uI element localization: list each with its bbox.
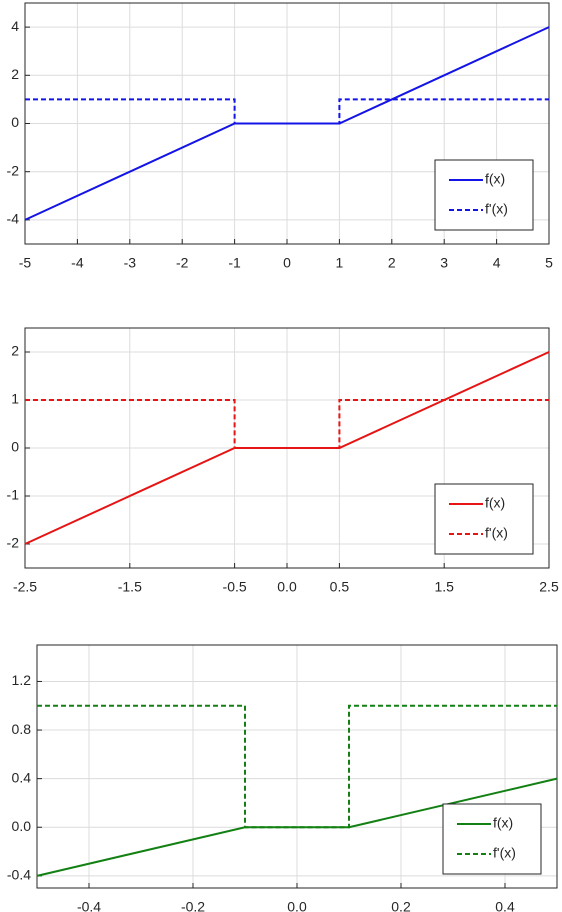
legend-label: f'(x)	[485, 201, 508, 217]
x-tick-label: -0.2	[181, 899, 205, 912]
y-tick-label: -4	[7, 211, 20, 227]
legend-label: f(x)	[485, 171, 505, 187]
legend-box	[434, 159, 534, 231]
y-tick-label: -0.4	[7, 867, 31, 883]
x-tick-label: -2	[176, 255, 189, 271]
legend-label: f'(x)	[493, 845, 516, 861]
y-tick-label: 0.4	[12, 769, 32, 785]
axes-box	[24, 327, 550, 569]
legend-label: f'(x)	[485, 525, 508, 541]
y-tick-label: 0.0	[12, 818, 32, 834]
series-line	[36, 777, 558, 877]
axes-box	[36, 644, 558, 889]
x-tick-label: -0.5	[223, 579, 247, 595]
y-tick-label: 0	[11, 114, 19, 130]
x-tick-label: 0.4	[495, 899, 515, 912]
x-tick-label: -5	[19, 255, 32, 271]
subplot: -0.4 -0.2 0.0 0.2 0.4 -0.4 0.0 0.4 0.8 1.2 f(x) f'(…	[7, 644, 558, 912]
x-tick-label: 4	[493, 255, 501, 271]
series-line	[24, 26, 550, 221]
subplot: -2.5 -1.5 -0.5 0.0 0.5 1.5 2.5 -2 -1 0 1 2 f(x) f'(x)	[7, 327, 559, 595]
y-tick-label: -2	[7, 535, 20, 551]
y-tick-label: 2	[11, 66, 19, 82]
y-tick-label: -2	[7, 162, 20, 178]
x-tick-label: 3	[440, 255, 448, 271]
x-tick-label: -3	[124, 255, 137, 271]
x-tick-label: 2	[388, 255, 396, 271]
subplot: -5 -4 -3 -2 -1 0 1 2 3 4 5 -4 -2 0 2 4 f(x) f'(x)	[7, 2, 553, 271]
x-tick-label: -1	[228, 255, 241, 271]
x-tick-label: 1	[336, 255, 344, 271]
x-tick-label: 2.5	[539, 579, 559, 595]
x-tick-label: -2.5	[13, 579, 37, 595]
y-tick-label: 0	[11, 439, 19, 455]
x-tick-label: 0.0	[287, 899, 307, 912]
x-tick-label: 5	[545, 255, 553, 271]
axes-box	[24, 2, 550, 245]
x-tick-label: 1.5	[434, 579, 454, 595]
x-tick-label: 0.0	[277, 579, 297, 595]
x-tick-label: 0	[283, 255, 291, 271]
x-tick-label: 0.2	[391, 899, 411, 912]
y-tick-label: 2	[11, 343, 19, 359]
legend-label: f(x)	[485, 495, 505, 511]
x-tick-label: -4	[71, 255, 84, 271]
y-tick-label: 1	[11, 391, 19, 407]
y-tick-label: 0.8	[12, 721, 32, 737]
x-tick-label: -1.5	[118, 579, 142, 595]
y-tick-label: 1.2	[12, 672, 32, 688]
y-tick-label: -1	[7, 487, 20, 503]
x-tick-label: -0.4	[77, 899, 101, 912]
legend-box	[442, 803, 542, 875]
legend-label: f(x)	[493, 815, 513, 831]
y-tick-label: 4	[11, 18, 19, 34]
legend-box	[434, 483, 534, 555]
x-tick-label: 0.5	[330, 579, 350, 595]
